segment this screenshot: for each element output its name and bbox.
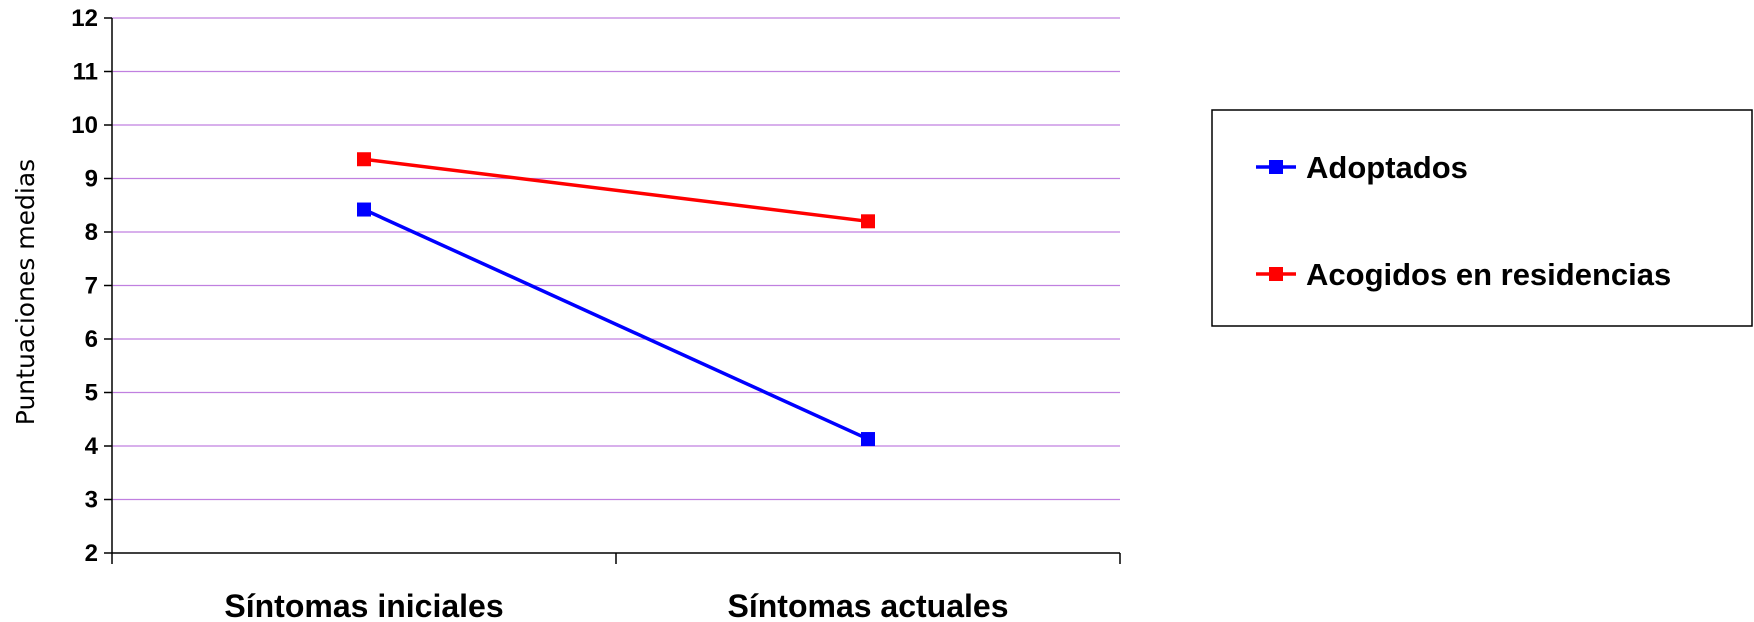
y-ticks: 2 3 4 5 6 7 8 9 10 11 12 [71, 5, 112, 567]
gridlines [112, 17, 1120, 501]
y-tick-label: 10 [71, 112, 98, 139]
y-tick-label: 5 [85, 380, 98, 407]
y-axis-title: Puntuaciones medias [11, 159, 40, 425]
legend-swatch-marker [1269, 267, 1283, 281]
series-line [363, 157, 869, 224]
legend-swatch-marker [1269, 160, 1283, 174]
data-point-marker [861, 214, 875, 229]
data-point-marker [861, 432, 875, 447]
data-point-marker [357, 152, 371, 167]
y-tick-label: 2 [85, 540, 98, 567]
x-category-label: Síntomas actuales [728, 588, 1009, 622]
y-tick-label: 6 [85, 326, 98, 353]
legend-box [1211, 109, 1753, 327]
y-tick-label: 7 [85, 273, 98, 300]
legend: Adoptados Acogidos en residencias [1211, 109, 1753, 327]
y-tick-label: 8 [85, 219, 98, 246]
x-category-label: Síntomas iniciales [224, 588, 503, 622]
y-tick-label: 4 [85, 433, 99, 460]
series-line [363, 207, 869, 441]
x-ticks: Síntomas iniciales Síntomas actuales [111, 553, 1121, 622]
y-tick-label: 9 [85, 166, 98, 193]
y-tick-label: 12 [71, 5, 98, 32]
legend-label: Adoptados [1306, 150, 1468, 185]
y-tick-label: 11 [73, 59, 98, 86]
series [357, 152, 875, 447]
y-tick-label: 3 [85, 487, 98, 514]
legend-label: Acogidos en residencias [1306, 257, 1671, 292]
data-point-marker [357, 202, 371, 217]
